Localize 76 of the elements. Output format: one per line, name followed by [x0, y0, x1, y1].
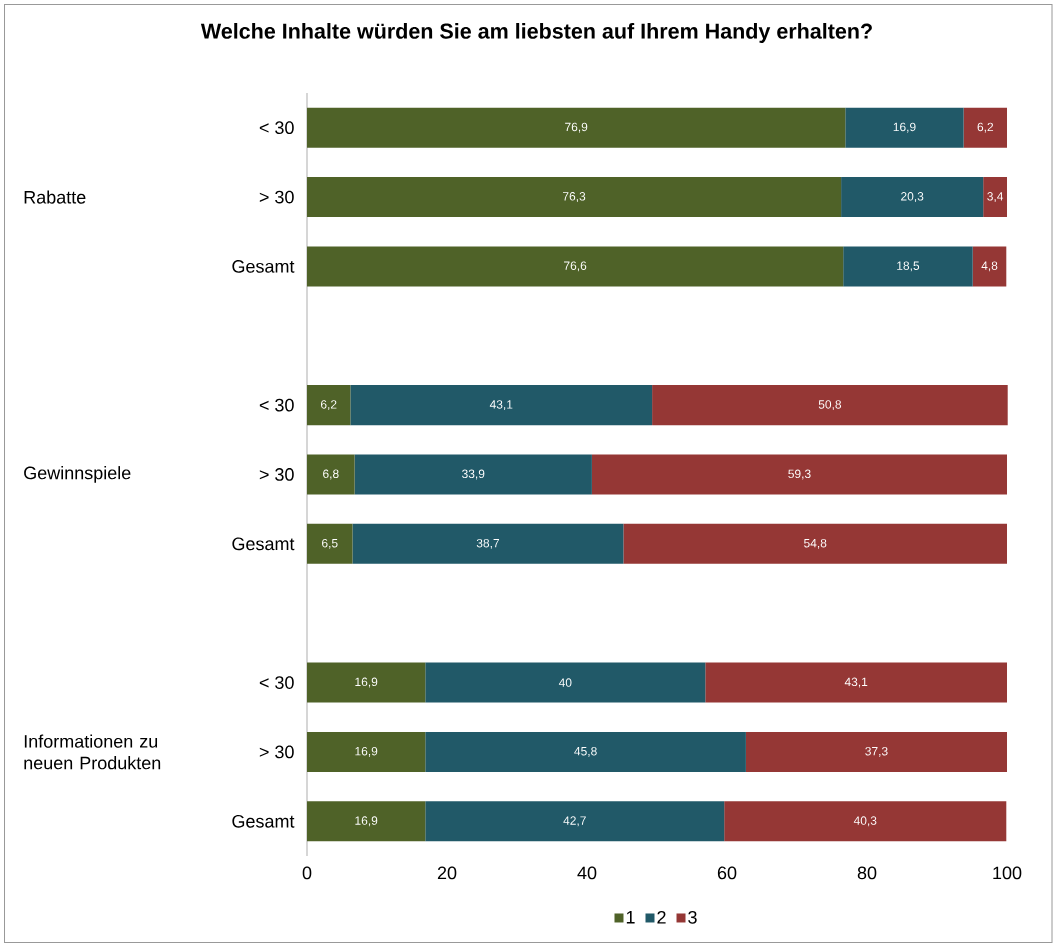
bar	[307, 454, 355, 495]
bar	[425, 731, 746, 772]
text: Rabatte	[24, 190, 86, 204]
legend-label: 2	[657, 910, 666, 924]
data-label: 6,8	[323, 469, 339, 480]
data-label: 40,3	[853, 816, 877, 827]
data-label: 37,3	[865, 746, 888, 757]
data-label: 16,9	[893, 122, 916, 133]
legend-label: 3	[688, 910, 697, 924]
data-label: 43,1	[844, 677, 868, 688]
bar	[354, 454, 592, 495]
bar	[705, 662, 1008, 703]
bar	[845, 107, 964, 148]
bar	[843, 246, 973, 287]
y-tick-label: > 30	[259, 468, 294, 481]
bar	[307, 662, 426, 703]
data-label: 38,7	[476, 538, 500, 549]
y-tick-label: < 30	[259, 676, 294, 689]
data-label: 42,7	[563, 816, 586, 827]
data-label: 16,9	[355, 677, 378, 688]
bar	[841, 177, 984, 218]
data-label: 43,1	[489, 400, 513, 411]
data-label: 16,9	[355, 746, 378, 757]
data-label: 76,3	[562, 192, 586, 202]
y-tick-label: < 30	[259, 398, 294, 412]
y-tick-label: Gesamt	[232, 260, 295, 273]
x-tick-label: 20	[437, 866, 457, 880]
x-tick-label: 40	[577, 866, 597, 880]
legend-label: 1	[626, 911, 635, 924]
bar	[972, 246, 1007, 287]
bar	[745, 731, 1008, 772]
bar	[307, 177, 842, 218]
x-tick-label: 80	[857, 866, 877, 880]
text: Gewinnspiele	[24, 466, 131, 483]
x-tick-label: 60	[717, 866, 737, 880]
data-label: 33,9	[462, 469, 485, 480]
bar	[983, 177, 1008, 218]
data-label: 6,5	[322, 538, 338, 549]
data-label: 54,8	[804, 538, 827, 549]
bar	[307, 107, 846, 148]
bar	[307, 801, 426, 842]
bar	[352, 523, 624, 564]
data-label: 18,5	[897, 261, 920, 272]
bar	[963, 107, 1008, 148]
data-label: 45,8	[574, 746, 597, 757]
bar	[307, 523, 353, 564]
data-label: 76,6	[564, 261, 587, 272]
bar	[307, 731, 426, 772]
bar	[591, 454, 1008, 495]
bar	[623, 523, 1008, 564]
y-tick-label: > 30	[259, 190, 294, 204]
bar	[350, 385, 653, 426]
data-label: 6,2	[320, 400, 337, 411]
text: Informationen zu neuen Produkten	[24, 734, 161, 770]
bar	[425, 801, 725, 842]
data-label: 6,2	[977, 122, 994, 133]
x-tick-label: 100	[993, 866, 1022, 880]
bar	[425, 662, 706, 703]
data-label: 20,3	[901, 192, 924, 202]
data-label: 59,3	[788, 469, 811, 480]
bar	[652, 385, 1008, 426]
y-tick-label: Gesamt	[232, 537, 295, 551]
data-label: 3,4	[987, 192, 1004, 202]
data-label: 76,9	[565, 122, 588, 133]
bar	[307, 246, 844, 287]
data-label: 16,9	[355, 816, 378, 827]
data-label: 50,8	[818, 400, 842, 411]
chart-title: Welche Inhalte würden Sie am liebsten auf Ihrem Handy erhalten?	[200, 22, 872, 44]
x-tick-label: 0	[302, 866, 312, 880]
data-label: 4,8	[981, 261, 998, 272]
bar	[724, 801, 1007, 842]
y-tick-label: > 30	[259, 745, 294, 759]
data-label: 40	[558, 678, 572, 687]
y-tick-label: Gesamt	[232, 814, 295, 828]
y-tick-label: < 30	[259, 121, 294, 135]
bar	[307, 385, 351, 426]
